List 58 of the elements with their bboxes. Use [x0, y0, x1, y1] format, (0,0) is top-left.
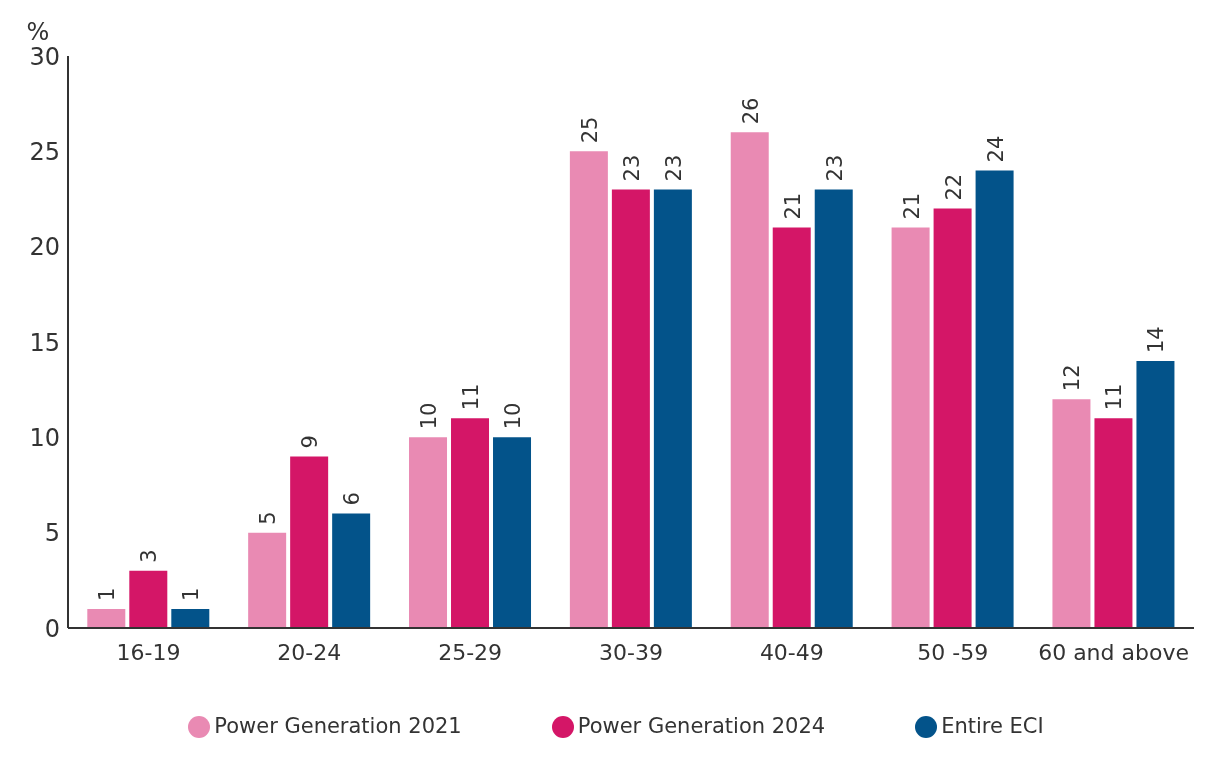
bar	[772, 227, 811, 628]
data-label: 10	[417, 402, 442, 430]
data-label: 9	[298, 435, 323, 449]
data-label: 11	[459, 383, 484, 411]
bar	[87, 608, 126, 628]
data-label: 5	[256, 511, 281, 525]
y-tick-label: 0	[44, 614, 60, 643]
bar	[569, 151, 608, 628]
data-label: 10	[501, 402, 526, 430]
data-label: 12	[1060, 364, 1085, 392]
data-label: 22	[941, 173, 966, 201]
bar	[933, 208, 972, 628]
data-label: 1	[179, 587, 204, 601]
bar	[409, 437, 448, 628]
bar	[1136, 361, 1175, 628]
data-label: 23	[822, 154, 847, 182]
bar	[1052, 399, 1091, 628]
bar	[493, 437, 532, 628]
data-label: 23	[619, 154, 644, 182]
bar	[814, 189, 853, 628]
y-tick-label: 15	[29, 328, 60, 357]
y-tick-label: 25	[29, 137, 60, 166]
bar	[891, 227, 930, 628]
x-tick-label: 60 and above	[1038, 639, 1189, 665]
x-tick-label: 20-24	[277, 639, 342, 665]
x-tick-label: 40-49	[759, 639, 824, 665]
data-label: 3	[137, 549, 162, 563]
bar	[975, 170, 1014, 628]
data-label: 23	[661, 154, 686, 182]
y-tick-label: 10	[29, 423, 60, 452]
data-label: 21	[899, 192, 924, 220]
y-tick-label: 20	[29, 233, 60, 262]
bar	[1094, 418, 1133, 628]
bar	[730, 132, 769, 628]
bar	[171, 608, 210, 628]
data-label: 11	[1102, 383, 1127, 411]
legend-label: Entire ECI	[941, 714, 1044, 738]
x-tick-label: 16-19	[116, 639, 181, 665]
data-label: 6	[340, 492, 365, 506]
data-label: 25	[577, 116, 602, 144]
data-label: 21	[780, 192, 805, 220]
legend-label: Power Generation 2021	[214, 714, 462, 738]
bar	[129, 570, 168, 628]
bar	[332, 513, 371, 628]
data-label: 26	[738, 97, 763, 125]
bar	[248, 532, 287, 628]
bar	[451, 418, 490, 628]
x-tick-label: 50 -59	[917, 639, 989, 665]
data-label: 14	[1144, 326, 1169, 354]
data-label: 1	[95, 587, 120, 601]
x-tick-label: 30-39	[599, 639, 663, 665]
bar	[290, 456, 329, 628]
data-label: 24	[983, 135, 1008, 163]
legend-label: Power Generation 2024	[577, 714, 826, 738]
x-tick-label: 25-29	[438, 639, 503, 665]
bar	[611, 189, 650, 628]
y-tick-label: 5	[44, 519, 60, 548]
bar	[653, 189, 692, 628]
